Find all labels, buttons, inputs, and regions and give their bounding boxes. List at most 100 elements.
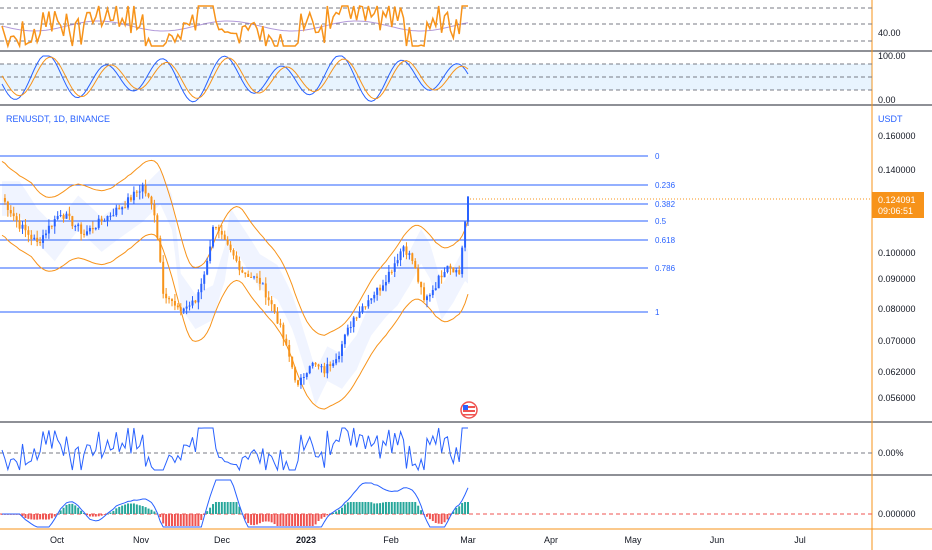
candle-body xyxy=(71,216,74,227)
us-flag-icon[interactable] xyxy=(460,401,478,419)
candle-body xyxy=(253,276,256,278)
candle-body xyxy=(88,228,91,232)
macd-histogram-bar xyxy=(417,505,420,514)
candle-body xyxy=(458,270,461,275)
macd-histogram-bar xyxy=(165,514,168,526)
macd-histogram-bar xyxy=(446,514,449,520)
macd-histogram-bar xyxy=(121,505,124,514)
macd-histogram-bar xyxy=(282,514,285,526)
candle-body xyxy=(320,366,323,368)
macd-histogram-bar xyxy=(188,514,191,526)
candle-body xyxy=(33,237,36,239)
candle-body xyxy=(414,260,417,269)
macd-histogram-bar xyxy=(387,502,390,514)
candle-body xyxy=(279,323,282,325)
macd-histogram-bar xyxy=(376,503,379,514)
candle-body xyxy=(56,215,59,220)
osc-tick-label: 0.00% xyxy=(878,448,904,458)
candle-body xyxy=(39,241,42,243)
stochastic-pane[interactable]: 100.00 0.00 xyxy=(0,51,906,105)
candle-body xyxy=(417,268,420,282)
candle-body xyxy=(83,233,86,235)
macd-histogram-bar xyxy=(129,503,132,514)
candle-body xyxy=(65,213,68,219)
macd-histogram-bar xyxy=(127,503,130,514)
macd-histogram-bar xyxy=(212,504,215,514)
macd-histogram-bar xyxy=(30,514,33,520)
price-tick-label: 0.062000 xyxy=(878,367,916,377)
macd-histogram-bar xyxy=(270,514,273,523)
price-tick-label: 0.100000 xyxy=(878,248,916,258)
macd-histogram-bar xyxy=(77,507,80,514)
fib-level-label: 0 xyxy=(655,152,660,161)
macd-histogram-bar xyxy=(229,502,232,514)
macd-pane[interactable]: 0.000000 xyxy=(0,479,916,528)
candle-body xyxy=(188,305,191,307)
candle-body xyxy=(12,213,15,217)
candle-body xyxy=(165,293,168,299)
macd-histogram-bar xyxy=(358,502,361,514)
candle-body xyxy=(97,218,100,228)
candle-body xyxy=(53,219,56,227)
macd-histogram-bar xyxy=(379,503,382,514)
candle-body xyxy=(129,197,132,201)
macd-histogram-bar xyxy=(206,511,209,514)
macd-histogram-bar xyxy=(440,514,443,525)
macd-histogram-bar xyxy=(308,514,311,526)
candle-body xyxy=(44,233,47,236)
candle-body xyxy=(346,327,349,335)
candle-body xyxy=(358,311,361,318)
candle-body xyxy=(273,304,276,312)
macd-histogram-bar xyxy=(352,502,355,514)
candle-body xyxy=(176,305,179,308)
macd-histogram-bar xyxy=(449,514,452,516)
rsi-pane[interactable]: 40.00 xyxy=(0,5,901,49)
candle-body xyxy=(191,300,194,306)
candle-body xyxy=(30,234,33,239)
fib-level-label: 0.236 xyxy=(655,181,676,190)
candle-body xyxy=(212,227,215,247)
macd-histogram-bar xyxy=(420,510,423,514)
main-price-pane[interactable]: 0 0.236 0.382 0.5 0.618 0.786 1 xyxy=(0,152,872,410)
candle-body xyxy=(443,272,446,278)
candle-body xyxy=(420,281,423,288)
candle-body xyxy=(247,273,250,277)
candle-body xyxy=(50,225,53,227)
macd-histogram-bar xyxy=(33,514,36,520)
candle-body xyxy=(294,367,297,381)
candle-body xyxy=(276,311,279,324)
candle-body xyxy=(250,276,253,278)
candle-body xyxy=(467,196,469,222)
macd-histogram-bar xyxy=(428,514,431,520)
macd-histogram-bar xyxy=(437,514,440,524)
price-tick-label: 0.080000 xyxy=(878,304,916,314)
macd-histogram-bar xyxy=(71,503,74,514)
macd-histogram-bar xyxy=(179,514,182,526)
candle-body xyxy=(317,364,320,367)
oscillator-pane[interactable]: 0.00% xyxy=(0,427,904,472)
macd-histogram-bar xyxy=(393,502,396,514)
stoch-d-line xyxy=(1,56,469,100)
candle-body xyxy=(77,224,80,227)
price-tick-label: 0.056000 xyxy=(878,393,916,403)
candle-body xyxy=(238,260,241,271)
candle-body xyxy=(91,228,94,230)
macd-histogram-bar xyxy=(39,514,42,520)
fib-level-label: 1 xyxy=(655,308,660,317)
macd-histogram-bar xyxy=(185,514,188,526)
candle-body xyxy=(59,214,62,216)
macd-histogram-bar xyxy=(434,514,437,523)
macd-histogram-bar xyxy=(346,502,349,514)
macd-histogram-bar xyxy=(68,503,71,514)
candle-body xyxy=(3,198,6,202)
candle-body xyxy=(244,272,247,274)
macd-histogram-bar xyxy=(194,514,197,526)
macd-histogram-bar xyxy=(36,514,39,520)
macd-histogram-bar xyxy=(153,511,156,514)
upper-band xyxy=(1,159,469,336)
candle-body xyxy=(182,308,185,312)
candle-body xyxy=(153,204,156,216)
candle-body xyxy=(24,224,27,231)
candle-body xyxy=(323,366,326,374)
